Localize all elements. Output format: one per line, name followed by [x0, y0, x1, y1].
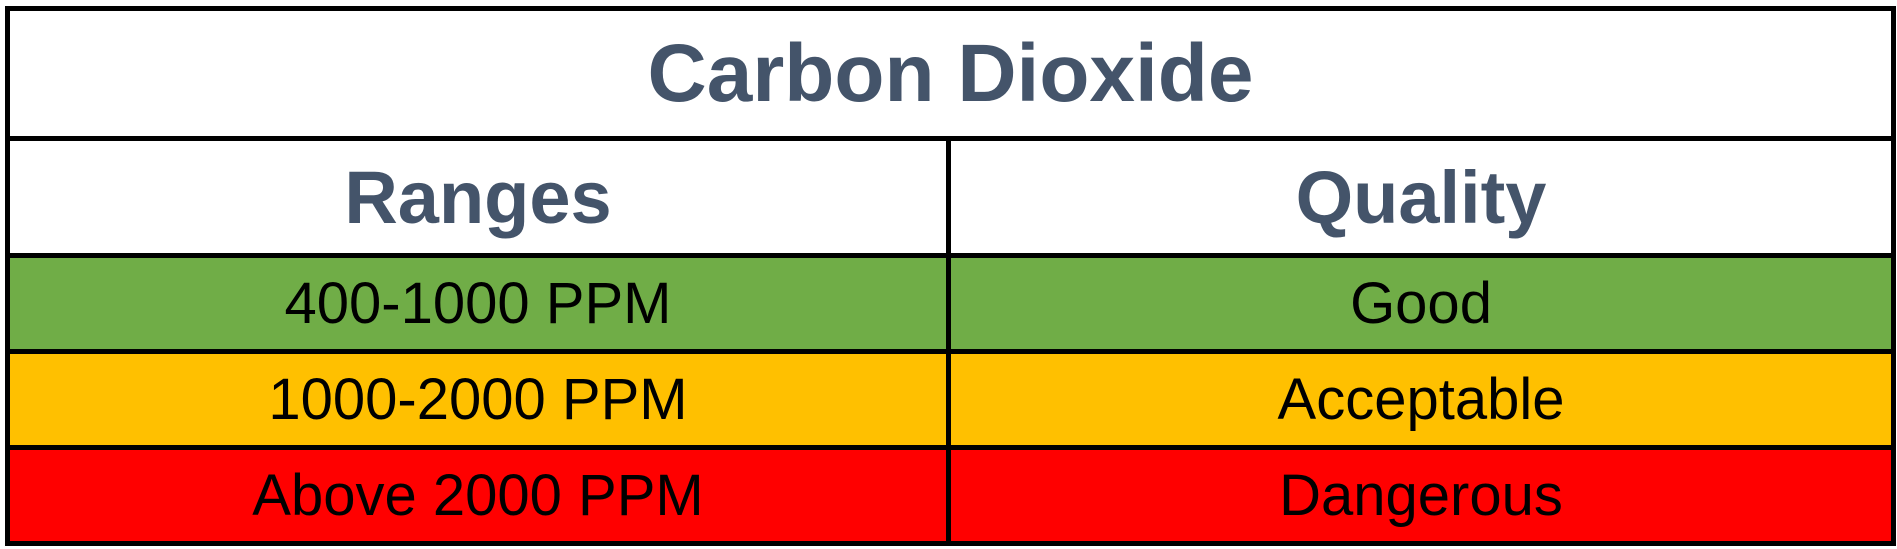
- title-row: Carbon Dioxide: [4, 6, 1897, 141]
- table-row-acceptable: 1000-2000 PPM Acceptable: [5, 349, 1897, 450]
- quality-cell: Dangerous: [945, 445, 1897, 546]
- table-title: Carbon Dioxide: [4, 6, 1897, 141]
- header-row: Ranges Quality: [5, 136, 1897, 258]
- table-row-good: 400-1000 PPM Good: [5, 253, 1897, 354]
- range-cell: 1000-2000 PPM: [5, 349, 951, 450]
- range-cell: 400-1000 PPM: [5, 253, 951, 354]
- column-header-ranges: Ranges: [5, 136, 951, 258]
- quality-cell: Good: [945, 253, 1897, 354]
- table-row-dangerous: Above 2000 PPM Dangerous: [5, 445, 1897, 546]
- quality-cell: Acceptable: [945, 349, 1897, 450]
- co2-ranges-table: Carbon Dioxide Ranges Quality 400-1000 P…: [4, 6, 1897, 546]
- range-cell: Above 2000 PPM: [5, 445, 951, 546]
- column-header-quality: Quality: [945, 136, 1897, 258]
